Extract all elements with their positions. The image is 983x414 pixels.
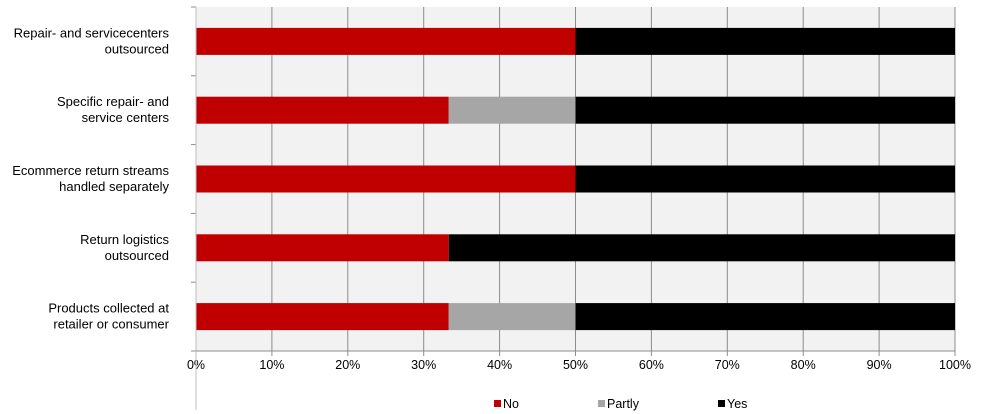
x-tick-label: 90%: [867, 358, 892, 372]
bar-segment-no: [196, 27, 576, 55]
bar-segment-yes: [448, 234, 955, 262]
bar-segment-partly: [448, 96, 576, 124]
x-tick-label: 70%: [715, 358, 740, 372]
x-tick-label: 10%: [259, 358, 284, 372]
bar-segment-yes: [575, 96, 955, 124]
x-tick-label: 40%: [487, 358, 512, 372]
legend-label-no: No: [503, 397, 519, 411]
bar-segment-yes: [575, 303, 955, 331]
bar-segment-yes: [575, 165, 955, 193]
x-tick-label: 80%: [791, 358, 816, 372]
x-tick-label: 20%: [335, 358, 360, 372]
legend-swatch-partly: [598, 400, 605, 407]
category-label: Return logistics outsourced: [80, 232, 169, 263]
bar-segment-no: [196, 234, 449, 262]
legend-swatch-no: [494, 400, 501, 407]
x-tick-label: 100%: [939, 358, 971, 372]
category-label: Products collected at retailer or consume…: [48, 301, 169, 332]
legend-label-partly: Partly: [607, 397, 640, 411]
bar-segment-yes: [575, 27, 955, 55]
category-label: Ecommerce return streams handled separate…: [12, 163, 169, 194]
legend-swatch-yes: [718, 400, 725, 407]
category-label: Repair- and servicecenters outsourced: [14, 25, 170, 56]
bar-segment-no: [196, 303, 449, 331]
category-label: Specific repair- and service centers: [57, 94, 169, 125]
bar-segment-no: [196, 96, 449, 124]
bar-segment-partly: [448, 303, 576, 331]
legend-label-yes: Yes: [727, 397, 747, 411]
bar-segment-no: [196, 165, 576, 193]
x-tick-label: 50%: [563, 358, 588, 372]
x-tick-label: 60%: [639, 358, 664, 372]
x-tick-label: 30%: [411, 358, 436, 372]
